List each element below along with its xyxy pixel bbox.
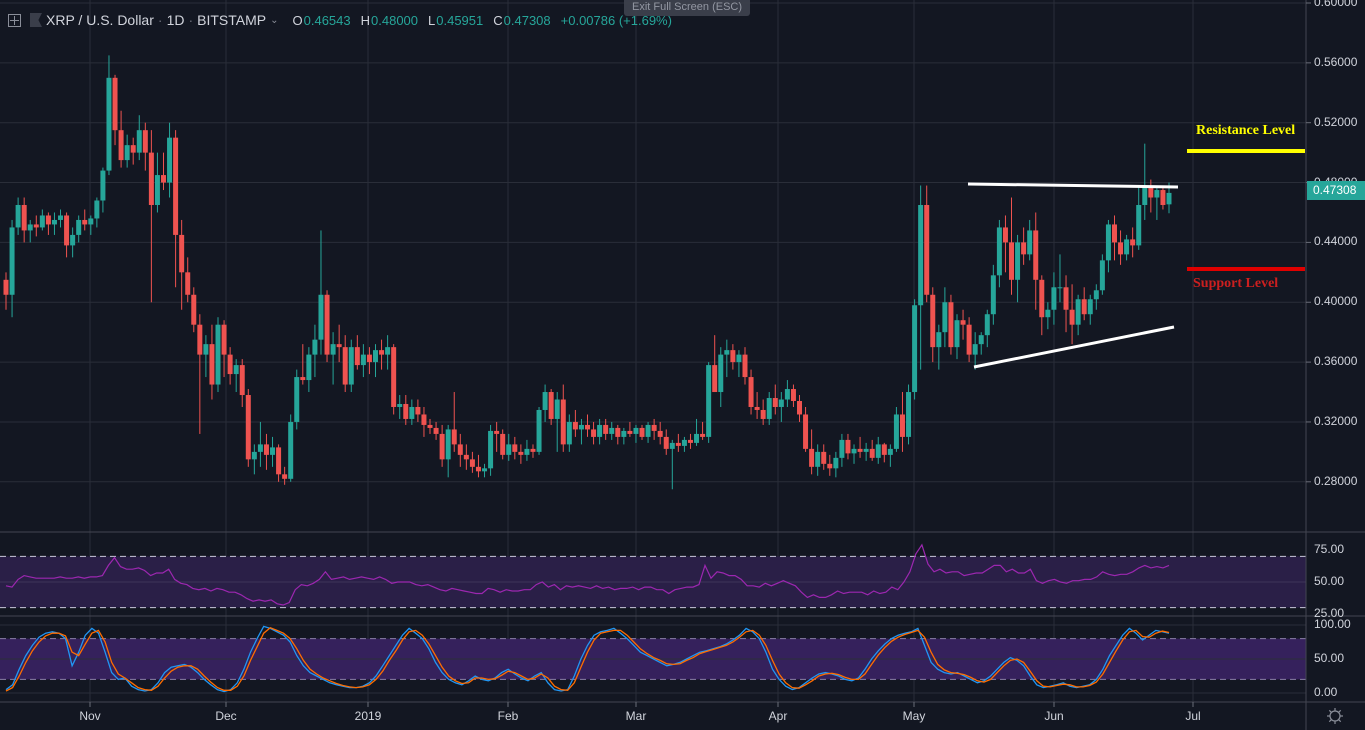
stoch-axis-label: 100.00 [1314, 617, 1351, 631]
time-axis-label: Jun [1044, 709, 1064, 723]
time-axis-label: Nov [79, 709, 101, 723]
exchange[interactable]: BITSTAMP [197, 12, 267, 28]
open-label: O [292, 12, 303, 28]
price-axis-label: 0.32000 [1314, 413, 1358, 428]
price-axis-label: 0.36000 [1314, 354, 1358, 369]
price-axis-label: 0.28000 [1314, 473, 1358, 488]
time-axis-label: 2019 [354, 709, 382, 723]
low-value: 0.45951 [436, 12, 484, 28]
price-axis-label: 0.52000 [1314, 114, 1358, 129]
separator-dot: · [188, 12, 194, 28]
chevron-down-icon[interactable]: ⌄ [270, 14, 279, 26]
symbol-name[interactable]: XRP / U.S. Dollar [46, 12, 154, 28]
time-axis-label: May [902, 709, 926, 723]
rsi-pane[interactable] [0, 543, 1306, 609]
time-axis-label: Dec [215, 709, 237, 723]
resistance-level-label: Resistance Level [1196, 123, 1296, 138]
high-label: H [360, 12, 371, 28]
interval[interactable]: 1D [166, 12, 185, 28]
stoch-rsi-pane[interactable] [0, 624, 1306, 694]
drawings[interactable] [967, 149, 1305, 369]
plus-square-icon[interactable] [8, 13, 21, 27]
time-axis-label: Apr [768, 709, 788, 723]
candlestick-series[interactable] [3, 55, 1172, 490]
symbol-legend: XRP / U.S. Dollar · 1D · BITSTAMP ⌄ O 0.… [8, 10, 682, 30]
support-level-label: Support Level [1193, 276, 1279, 291]
close-label: C [493, 12, 503, 28]
rsi-axis-label: 50.00 [1314, 574, 1345, 588]
open-value: 0.46543 [303, 12, 351, 28]
close-value: 0.47308 [503, 12, 551, 28]
grid-lines [0, 0, 1306, 702]
current-price-tag: 0.47308 [1307, 181, 1365, 200]
rsi-axis-label: 75.00 [1314, 542, 1345, 556]
rsi-axis-label: 25.00 [1314, 606, 1345, 620]
separator-dot: · [157, 12, 163, 28]
price-axis-label: 0.44000 [1314, 234, 1358, 249]
stoch-axis-label: 50.00 [1314, 651, 1345, 665]
price-axis-label: 0.56000 [1314, 54, 1358, 69]
time-axis-label: Mar [625, 709, 647, 723]
change-value: +0.00786 (+1.69%) [560, 12, 672, 28]
time-axis-label: Jul [1185, 709, 1201, 723]
price-axis-label: 0.40000 [1314, 294, 1358, 309]
lower-trendline[interactable] [973, 325, 1175, 369]
time-axis-label: Feb [497, 709, 519, 723]
gear-icon[interactable] [1326, 707, 1344, 725]
price-axis-label: 0.60000 [1314, 0, 1358, 9]
exit-fullscreen-button[interactable]: Exit Full Screen (ESC) [624, 0, 750, 16]
high-value: 0.48000 [371, 12, 419, 28]
low-label: L [428, 12, 436, 28]
upper-trendline[interactable] [967, 182, 1179, 189]
stoch-axis-label: 0.00 [1314, 685, 1338, 699]
flag-icon[interactable] [30, 13, 42, 27]
